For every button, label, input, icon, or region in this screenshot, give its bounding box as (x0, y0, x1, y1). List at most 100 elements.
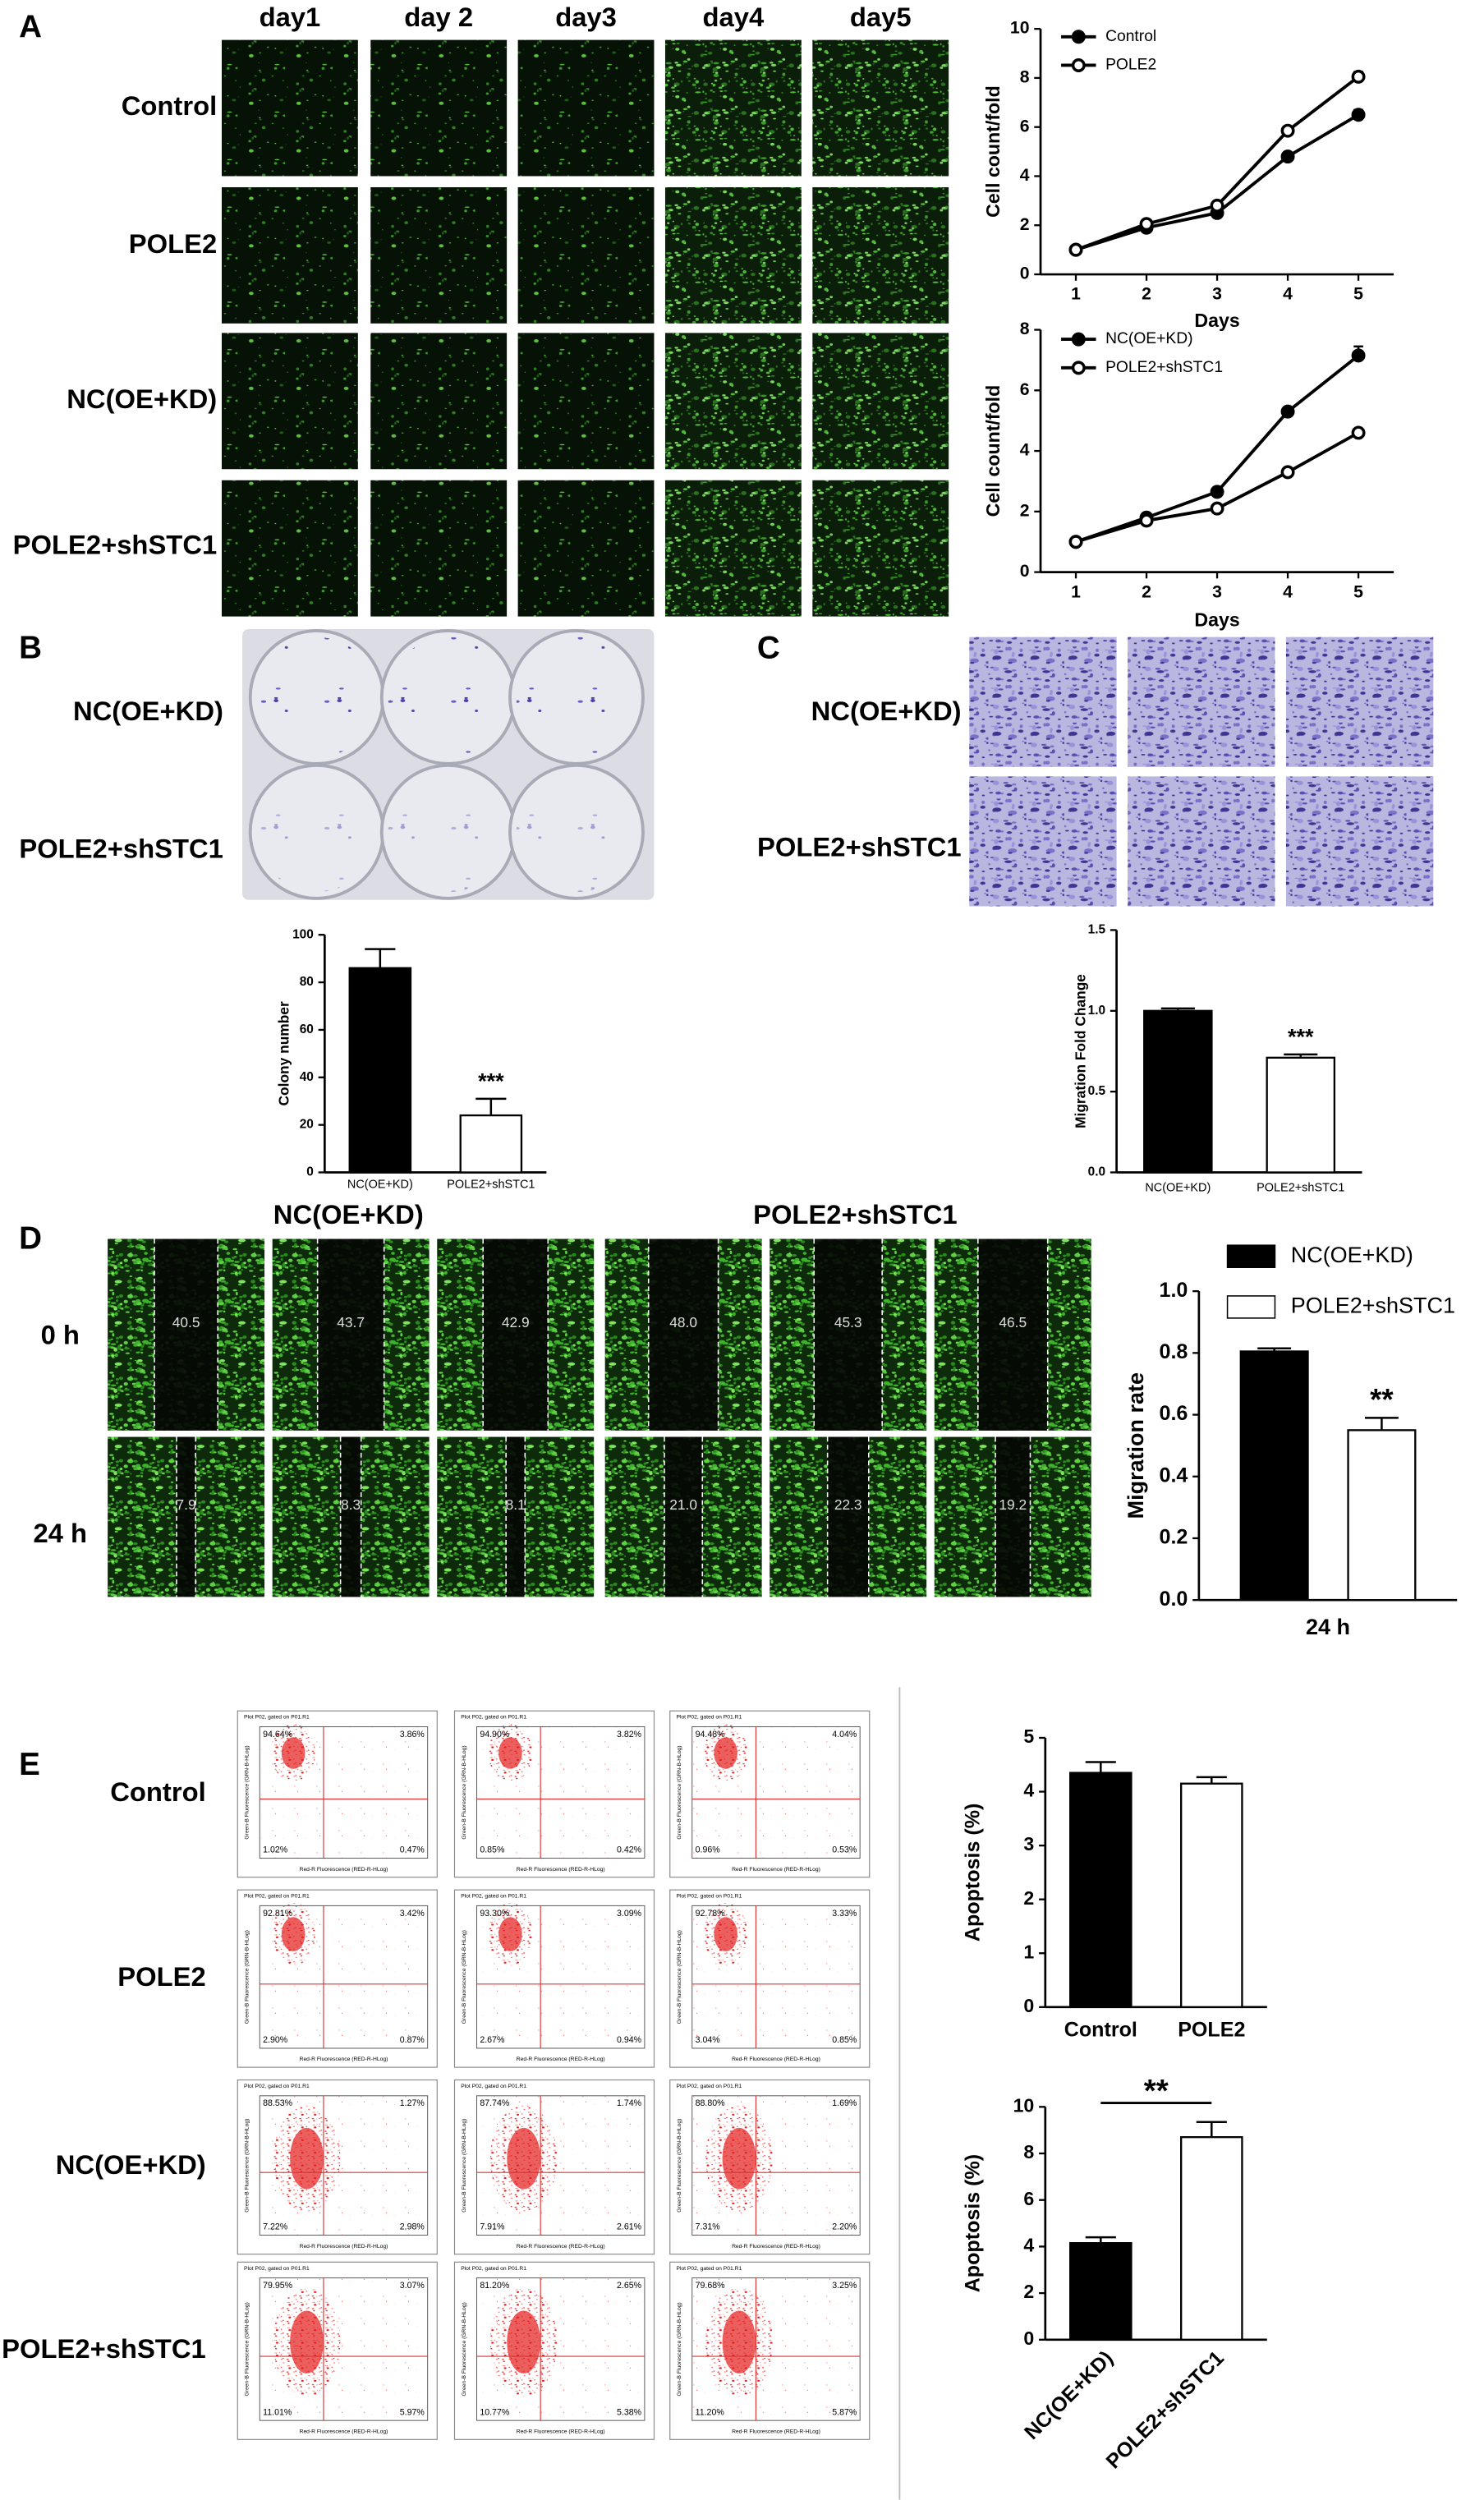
y-tick-label: 0.6 (1160, 1402, 1188, 1425)
microscopy-image (812, 186, 949, 324)
flow-x-axis: Red-R Fluorescence (RED-R-HLog) (732, 2057, 820, 2062)
wound-width: 8.3 (341, 1496, 361, 1513)
colonies (388, 771, 509, 893)
legend-label: Control (1105, 28, 1156, 45)
flow-core (290, 2310, 324, 2374)
flow-title: Plot P02, gated on P01.R1 (244, 1715, 310, 1721)
quadrant-value: 92.78% (696, 1909, 726, 1919)
microscopy-image (221, 186, 358, 324)
row-label: POLE2 (129, 228, 217, 259)
flow-core (290, 2127, 324, 2190)
microscopy-image (370, 480, 508, 617)
microscopy-image (370, 186, 508, 324)
quadrant-value: 0.85% (832, 2035, 857, 2045)
legend-label: NC(OE+KD) (1105, 330, 1193, 347)
annotation: ** (1370, 1383, 1394, 1417)
quadrant-value: 92.81% (263, 1909, 293, 1919)
wound-width: 42.9 (502, 1314, 530, 1330)
transwell-image (1285, 636, 1434, 767)
quadrant-value: 3.07% (400, 2281, 425, 2291)
x-tick-label: POLE2 (1178, 2018, 1245, 2041)
quadrant-value: 2.65% (617, 2281, 642, 2291)
row-label: POLE2 (117, 1961, 205, 1992)
flow-core (714, 1737, 737, 1769)
y-axis-label: Colony number (276, 1001, 292, 1105)
flow-x-axis: Red-R Fluorescence (RED-R-HLog) (300, 2244, 388, 2250)
y-axis-label: Apoptosis (%) (962, 2154, 985, 2292)
point (1351, 69, 1366, 84)
legend-label: POLE2 (1105, 57, 1156, 74)
column-label: day3 (555, 2, 617, 32)
y-tick-label: 0 (1020, 264, 1030, 283)
wound-gap (664, 1436, 703, 1597)
panel-label: D (19, 1221, 42, 1257)
point (1280, 149, 1295, 164)
flow-y-axis: Green-B Fluorescence (GRN-B-HLog) (245, 1745, 250, 1839)
row-label: 24 h (33, 1518, 87, 1548)
y-tick-label: 8 (1020, 68, 1030, 87)
y-tick-label: 4 (1023, 1780, 1034, 1801)
y-tick-label: 0.8 (1160, 1340, 1188, 1363)
quadrant-value: 7.91% (480, 2222, 505, 2232)
quadrant-value: 3.25% (832, 2281, 857, 2291)
y-tick-label: 40 (300, 1070, 314, 1084)
transwell-image (1128, 776, 1275, 907)
x-tick-label: 4 (1283, 285, 1293, 304)
annotation: *** (1288, 1025, 1314, 1050)
flow-x-axis: Red-R Fluorescence (RED-R-HLog) (517, 2429, 605, 2434)
flow-y-axis: Green-B Fluorescence (GRN-B-HLog) (245, 2302, 250, 2396)
wound-width: 19.2 (999, 1496, 1027, 1513)
wound-width: 8.1 (506, 1496, 526, 1513)
point (1210, 198, 1224, 213)
quadrant-value: 3.04% (696, 2035, 721, 2045)
row-label: POLE2+shSTC1 (19, 834, 223, 864)
wound-width: 40.5 (172, 1314, 200, 1330)
microscopy-image (370, 39, 508, 177)
wound-gap (814, 1239, 883, 1431)
wound-gap (483, 1239, 549, 1431)
y-tick-label: 0.4 (1160, 1464, 1188, 1487)
y-tick-label: 100 (292, 927, 314, 941)
y-tick-label: 1.0 (1160, 1279, 1188, 1302)
microscopy-image (664, 333, 802, 470)
flow-title: Plot P02, gated on P01.R1 (676, 2266, 742, 2272)
point (1139, 513, 1154, 528)
x-tick-label: 24 h (1306, 1615, 1350, 1639)
microscopy-image (221, 480, 358, 617)
quadrant-value: 1.69% (832, 2098, 857, 2108)
flow-title: Plot P02, gated on P01.R1 (676, 1894, 742, 1900)
legend-marker (1071, 58, 1086, 72)
y-tick-label: 6 (1020, 380, 1030, 399)
y-tick-label: 1 (1023, 1941, 1034, 1962)
wound-width: 22.3 (834, 1496, 862, 1513)
bar (1266, 1056, 1336, 1174)
y-tick-label: 8 (1023, 2141, 1034, 2162)
point (1351, 425, 1366, 440)
quadrant-value: 7.22% (263, 2222, 288, 2232)
flow-core (507, 2127, 541, 2190)
row-label: 0 h (41, 1320, 80, 1350)
flow-core (507, 2310, 541, 2374)
y-tick-label: 0.0 (1160, 1588, 1188, 1611)
flow-x-axis: Red-R Fluorescence (RED-R-HLog) (517, 1867, 605, 1873)
y-tick-label: 4 (1020, 441, 1030, 460)
quadrant-value: 3.09% (617, 1909, 642, 1919)
quadrant-value: 2.98% (400, 2222, 425, 2232)
quadrant-value: 2.67% (480, 2035, 505, 2045)
y-axis-label: Cell count/fold (982, 85, 1004, 218)
y-tick-label: 6 (1020, 117, 1030, 136)
flow-y-axis: Green-B Fluorescence (GRN-B-HLog) (245, 1930, 250, 2024)
wound-gap (154, 1239, 218, 1431)
flow-core (498, 1917, 522, 1951)
wound-width: 48.0 (669, 1314, 697, 1330)
colonies (256, 771, 377, 893)
row-label: POLE2+shSTC1 (2, 2333, 206, 2364)
flow-core (498, 1737, 522, 1769)
row-label: POLE2+shSTC1 (13, 529, 218, 559)
x-tick-label: Control (1064, 2018, 1137, 2041)
y-tick-label: 10 (1010, 19, 1030, 38)
microscopy-image (517, 333, 655, 470)
x-tick-label: POLE2+shSTC1 (447, 1179, 535, 1192)
panel-label: E (19, 1747, 40, 1782)
